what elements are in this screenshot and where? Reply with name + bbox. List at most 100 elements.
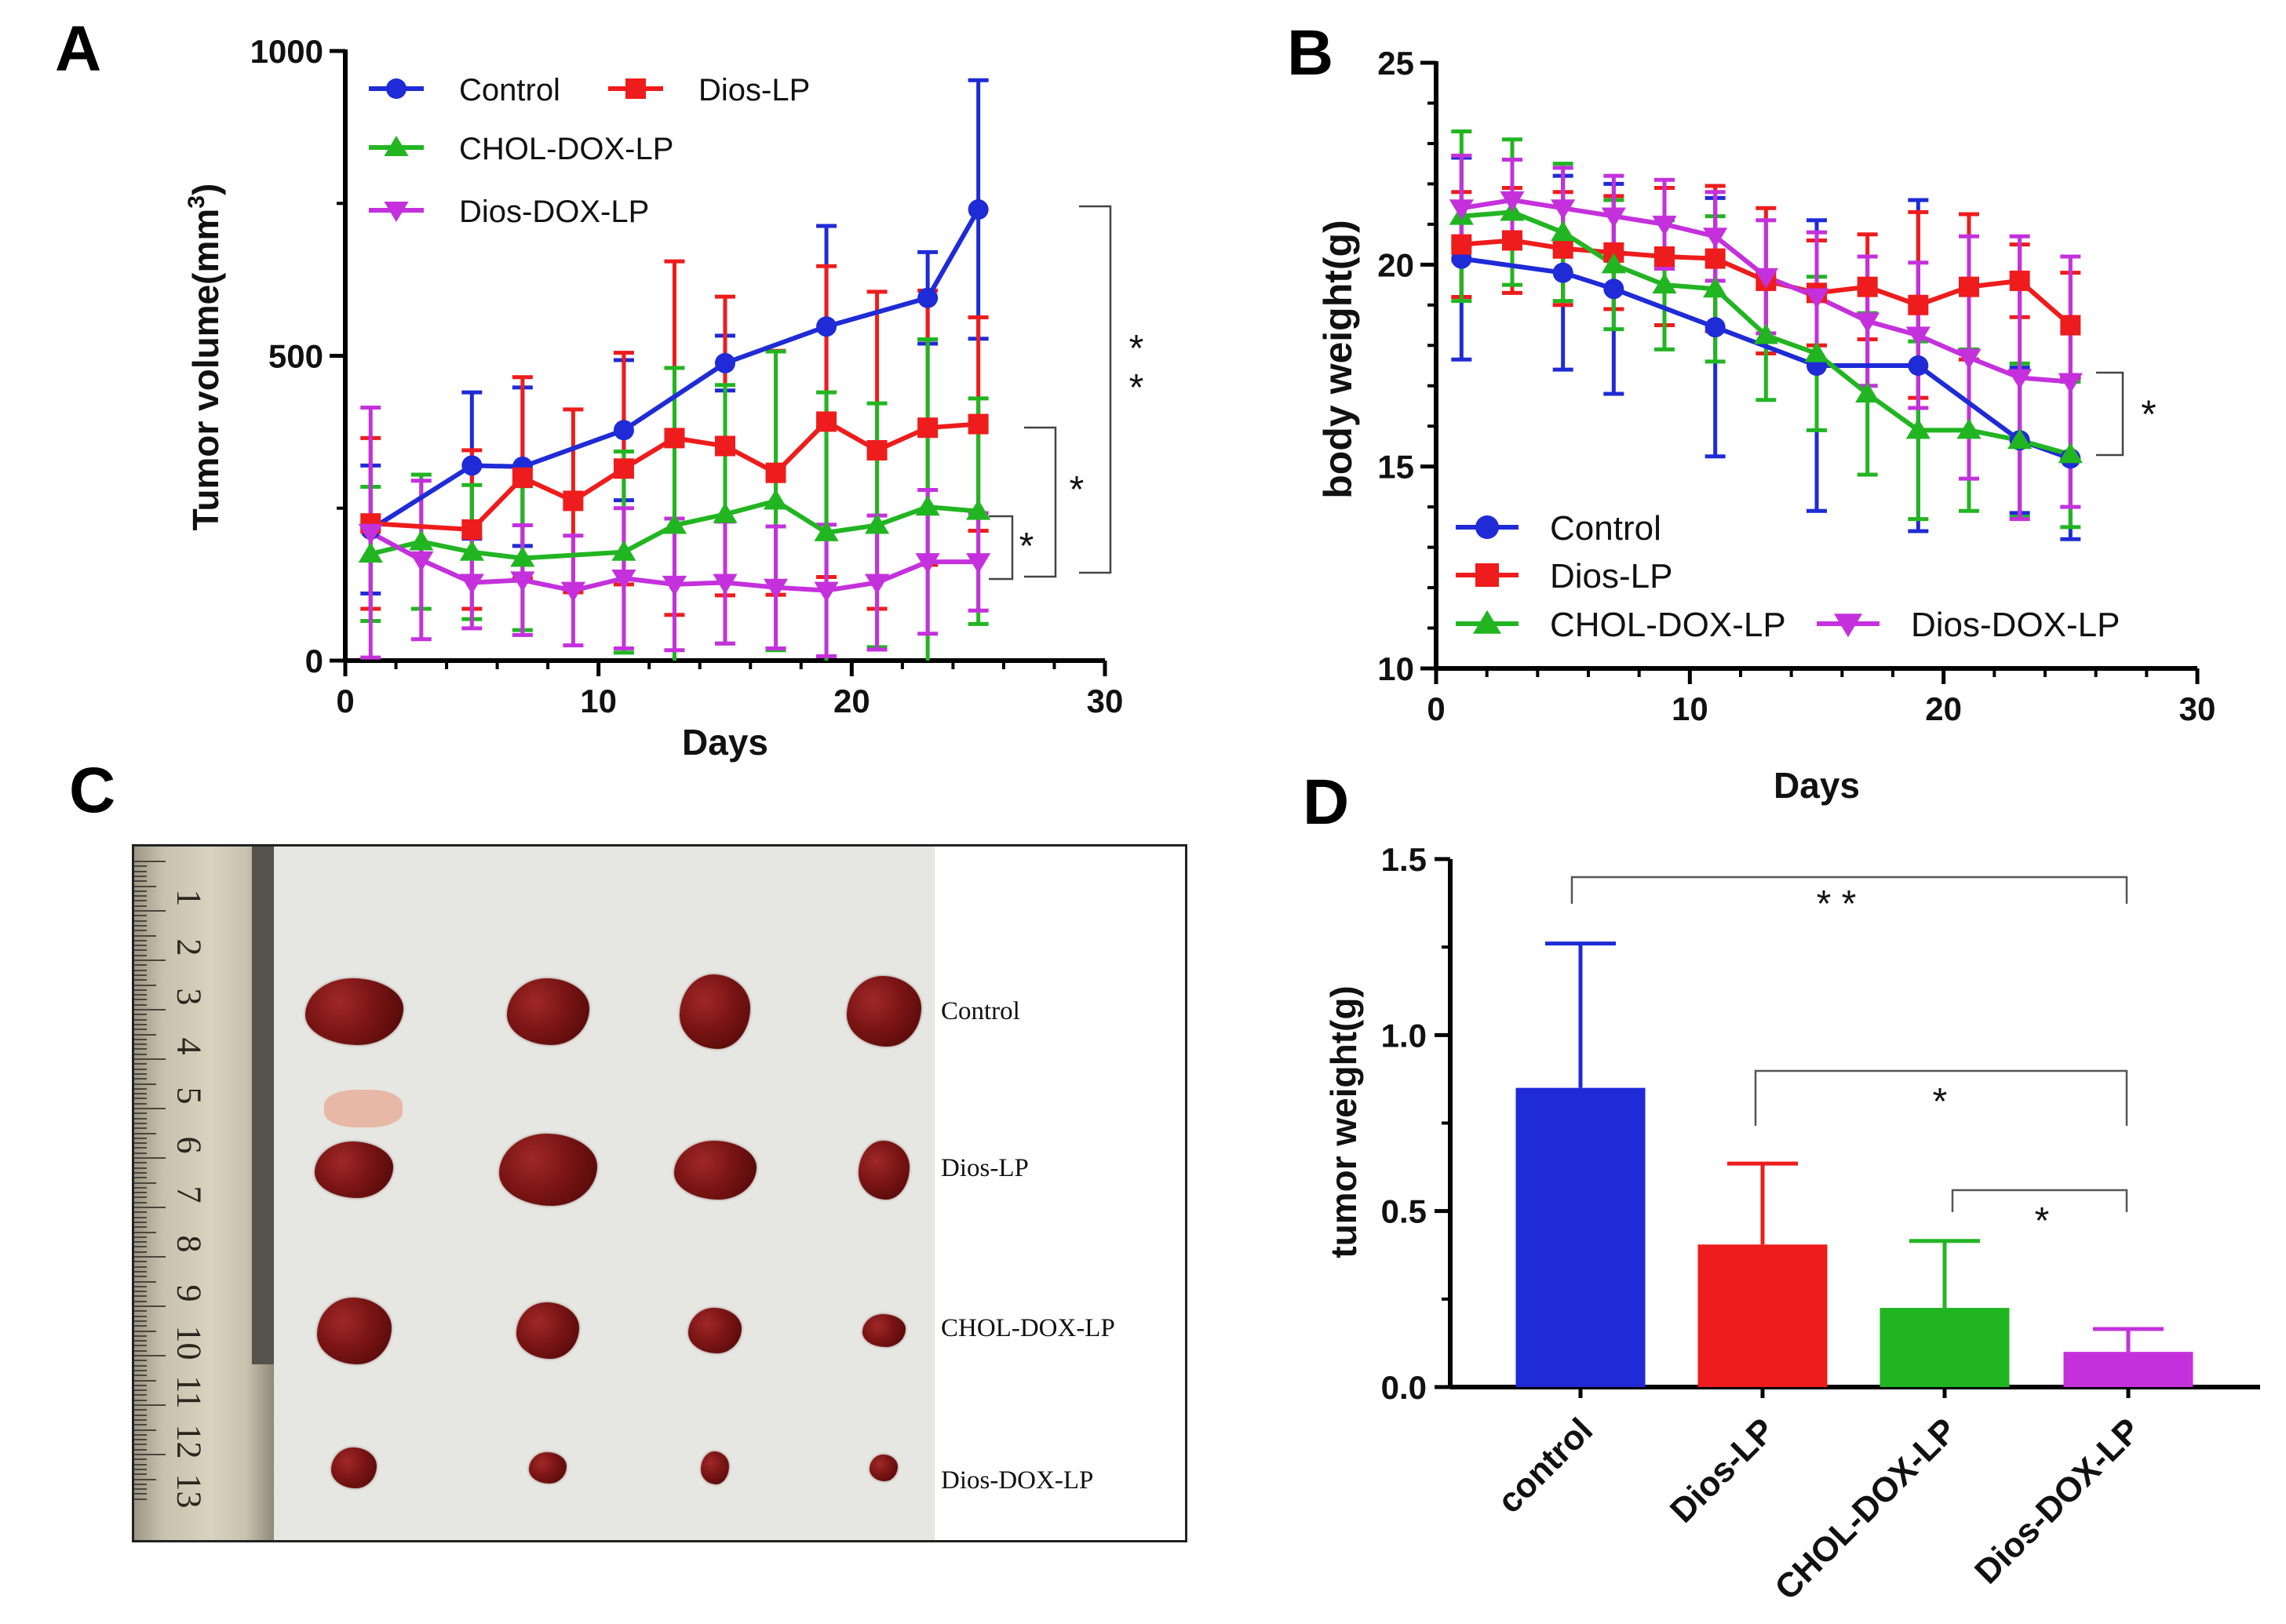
ruler-tick <box>134 1379 156 1382</box>
data-point-dios-lp <box>968 413 989 435</box>
data-point-dios-lp <box>1451 234 1472 255</box>
ruler-tick <box>134 1384 147 1386</box>
ruler-tick <box>134 959 166 961</box>
ruler-number: 4 <box>170 1037 209 1055</box>
ruler <box>134 847 274 1540</box>
y-tick-label: 0.0 <box>1381 1369 1427 1406</box>
bar-control <box>1515 1087 1646 1387</box>
ruler-edge <box>252 847 274 1364</box>
legend-item-dios-dox-lp: Dios-DOX-LP <box>1817 606 2120 644</box>
ruler-tick <box>134 1137 147 1139</box>
ruler-tick <box>134 1201 147 1203</box>
x-tick-label: 10 <box>580 683 617 719</box>
data-point-dios-lp <box>816 411 837 432</box>
tumor-sample <box>862 1314 906 1347</box>
panel-letter-a: A <box>55 13 101 85</box>
ruler-tick <box>134 1478 156 1480</box>
bar-chol-dox-lp <box>1879 1308 2010 1387</box>
data-point-chol-dox-lp <box>2058 442 2083 464</box>
tumor-sample <box>701 1451 729 1484</box>
ruler-tick <box>134 1241 147 1243</box>
ruler-tick <box>134 1053 147 1055</box>
data-point-dios-lp <box>1552 238 1573 259</box>
data-point-dios-lp <box>1959 276 1979 297</box>
data-point-dios-dox-lp <box>409 551 434 572</box>
ruler-tick <box>134 1182 156 1184</box>
data-point-chol-dox-lp <box>1804 341 1829 362</box>
tumor-photo: 1 2 3 4 5 6 7 8 9 10 11 12 13 Control Dios-LP CHOL-D… <box>132 844 1187 1542</box>
data-point-chol-dox-lp <box>459 540 484 561</box>
ruler-tick <box>134 1429 156 1431</box>
significance-label: * <box>1129 367 1144 409</box>
x-tick-label: 30 <box>1087 683 1124 719</box>
legend-marker <box>1475 563 1499 587</box>
data-point-dios-lp <box>1704 248 1726 269</box>
ruler-tick <box>134 1157 166 1159</box>
tumor-sample <box>846 976 921 1047</box>
data-point-chol-dox-lp <box>713 502 738 523</box>
ruler-tick <box>134 1418 147 1421</box>
ruler-tick <box>134 1009 166 1010</box>
data-point-chol-dox-lp <box>814 520 839 541</box>
ruler-tick <box>134 964 147 967</box>
ruler-tick <box>134 1468 147 1470</box>
ruler-tick <box>134 984 156 986</box>
data-point-dios-dox-lp <box>1753 268 1778 289</box>
ruler-tick <box>134 880 147 883</box>
data-point-dios-dox-lp <box>1855 312 1880 333</box>
significance-label: * <box>2035 1200 2050 1242</box>
legend-item-control: Control <box>369 73 560 107</box>
ruler-tick <box>134 1093 147 1095</box>
data-point-chol-dox-lp <box>1551 220 1576 242</box>
ruler-tick <box>134 900 147 902</box>
ruler-tick <box>134 989 147 991</box>
ruler-tick <box>134 1375 147 1377</box>
y-axis-label: Tumor volume(mm3) <box>184 184 226 531</box>
ruler-tick <box>134 1171 147 1174</box>
ruler-tick <box>134 885 156 887</box>
data-point-dios-lp <box>1908 294 1929 315</box>
data-point-dios-lp <box>1857 276 1878 297</box>
ruler-tick <box>134 1424 147 1426</box>
x-axis-label: Days <box>1774 765 1860 806</box>
ruler-tick <box>134 1454 166 1455</box>
ruler-tick <box>134 1320 147 1322</box>
significance-label: * <box>1933 1081 1948 1123</box>
data-point-control <box>715 352 735 373</box>
ruler-tick <box>134 994 147 996</box>
x-tick-label-chol-dox-lp: CHOL-DOX-LP <box>1767 1411 1964 1608</box>
data-point-control <box>613 420 634 441</box>
data-point-chol-dox-lp <box>358 542 383 563</box>
ruler-tick <box>134 861 166 862</box>
photo-row-label-chol-dox-lp: CHOL-DOX-LP <box>941 1314 1115 1342</box>
legend-label: Dios-LP <box>698 73 810 107</box>
data-point-dios-dox-lp <box>459 573 484 595</box>
ruler-tick <box>134 1463 147 1466</box>
data-point-chol-dox-lp <box>1905 418 1931 439</box>
ruler-tick <box>134 1364 147 1367</box>
tumor-sample <box>316 1297 392 1364</box>
ruler-tick <box>134 1355 166 1356</box>
data-point-dios-lp <box>2009 270 2030 291</box>
data-point-dios-dox-lp <box>2007 369 2033 390</box>
legend-marker <box>625 78 646 99</box>
ruler-tick <box>134 1058 166 1060</box>
ruler-number: 9 <box>170 1284 209 1302</box>
ruler-number: 10 <box>170 1325 209 1360</box>
y-axis-label: tumor weight(g) <box>1323 985 1364 1258</box>
ruler-tick <box>134 1112 147 1115</box>
ruler-tick <box>134 919 147 922</box>
panel-letter-b: B <box>1287 17 1333 89</box>
legend-marker <box>1834 614 1862 638</box>
y-tick-label: 0.5 <box>1381 1193 1427 1230</box>
ruler-tick <box>134 1473 147 1476</box>
data-point-control <box>917 287 939 308</box>
data-point-chol-dox-lp <box>1601 253 1626 274</box>
ruler-tick <box>134 1122 147 1124</box>
ruler-tick <box>134 1221 147 1223</box>
x-tick-label: 20 <box>833 683 870 719</box>
ruler-tick <box>134 1295 147 1298</box>
ruler-tick <box>134 1207 166 1208</box>
legend-label: Dios-DOX-LP <box>1911 606 2120 644</box>
